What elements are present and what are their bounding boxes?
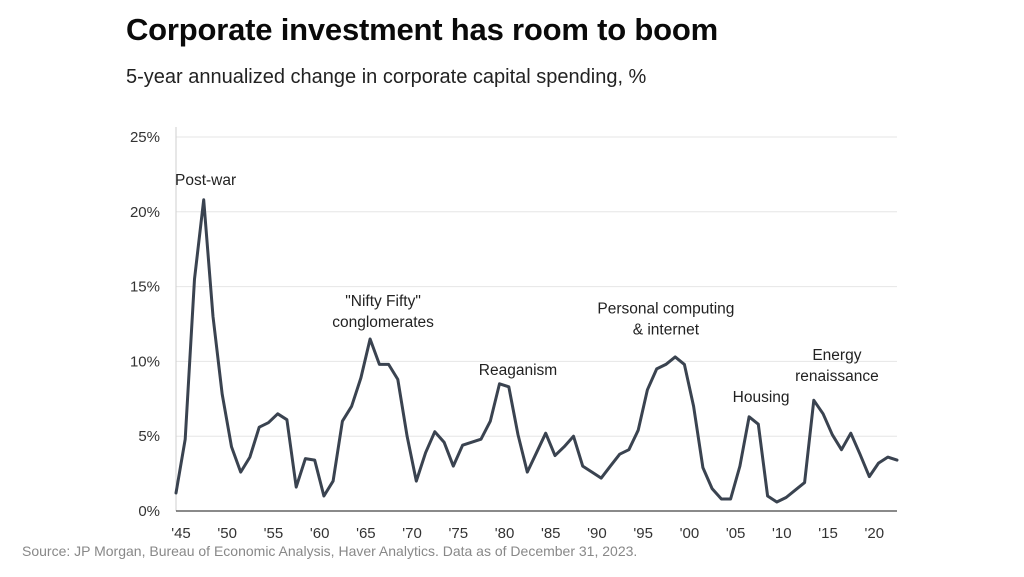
x-tick-label: '80 <box>495 525 515 542</box>
y-tick-label: 0% <box>138 503 160 520</box>
annotation-label: Personal computing <box>597 300 734 317</box>
series-layer <box>174 198 899 504</box>
annotation-label: Post-war <box>175 172 236 189</box>
x-tick-label: '05 <box>726 525 746 542</box>
x-tick-label: '85 <box>541 525 561 542</box>
x-tick-label: '90 <box>587 525 607 542</box>
y-tick-label: 20% <box>130 204 160 221</box>
x-tick-label: '15 <box>818 525 838 542</box>
chart-subtitle: 5-year annualized change in corporate ca… <box>126 66 647 88</box>
x-tick-label: '75 <box>449 525 469 542</box>
x-tick-label: '65 <box>356 525 376 542</box>
annotation-label: conglomerates <box>332 314 434 331</box>
gridlines <box>176 136 897 437</box>
annotation-label: & internet <box>633 321 700 338</box>
y-tick-label: 25% <box>130 129 160 146</box>
x-tick-label: '50 <box>217 525 237 542</box>
annotation-label: "Nifty Fifty" <box>345 293 421 310</box>
line-chart: 0% 5% 10% 15% 20% 25% '45 '50 '55 '60 '65 '70 '75 '80… <box>130 127 899 542</box>
x-tick-label: '00 <box>680 525 700 542</box>
y-tick-label: 10% <box>130 353 160 370</box>
chart-title: Corporate investment has room to boom <box>126 12 718 47</box>
annotation-label: renaissance <box>795 368 879 385</box>
axes: 0% 5% 10% 15% 20% 25% '45 '50 '55 '60 '65 '70 '75 '80… <box>130 127 897 542</box>
annotation-label: Energy <box>812 347 861 364</box>
x-tick-label: '45 <box>171 525 191 542</box>
annotation-label: Housing <box>733 389 790 406</box>
source-note: Source: JP Morgan, Bureau of Economic An… <box>22 543 638 559</box>
x-tick-label: '70 <box>402 525 422 542</box>
y-tick-label: 5% <box>138 428 160 445</box>
annotation-label: Reaganism <box>479 362 557 379</box>
series-line <box>174 198 899 504</box>
x-tick-label: '20 <box>864 525 884 542</box>
x-tick-label: '10 <box>772 525 792 542</box>
x-tick-label: '60 <box>310 525 330 542</box>
annotations: Post-war "Nifty Fifty" conglomerates Reagan… <box>175 172 879 406</box>
x-tick-label: '55 <box>264 525 284 542</box>
y-tick-label: 15% <box>130 279 160 296</box>
x-tick-label: '95 <box>633 525 653 542</box>
